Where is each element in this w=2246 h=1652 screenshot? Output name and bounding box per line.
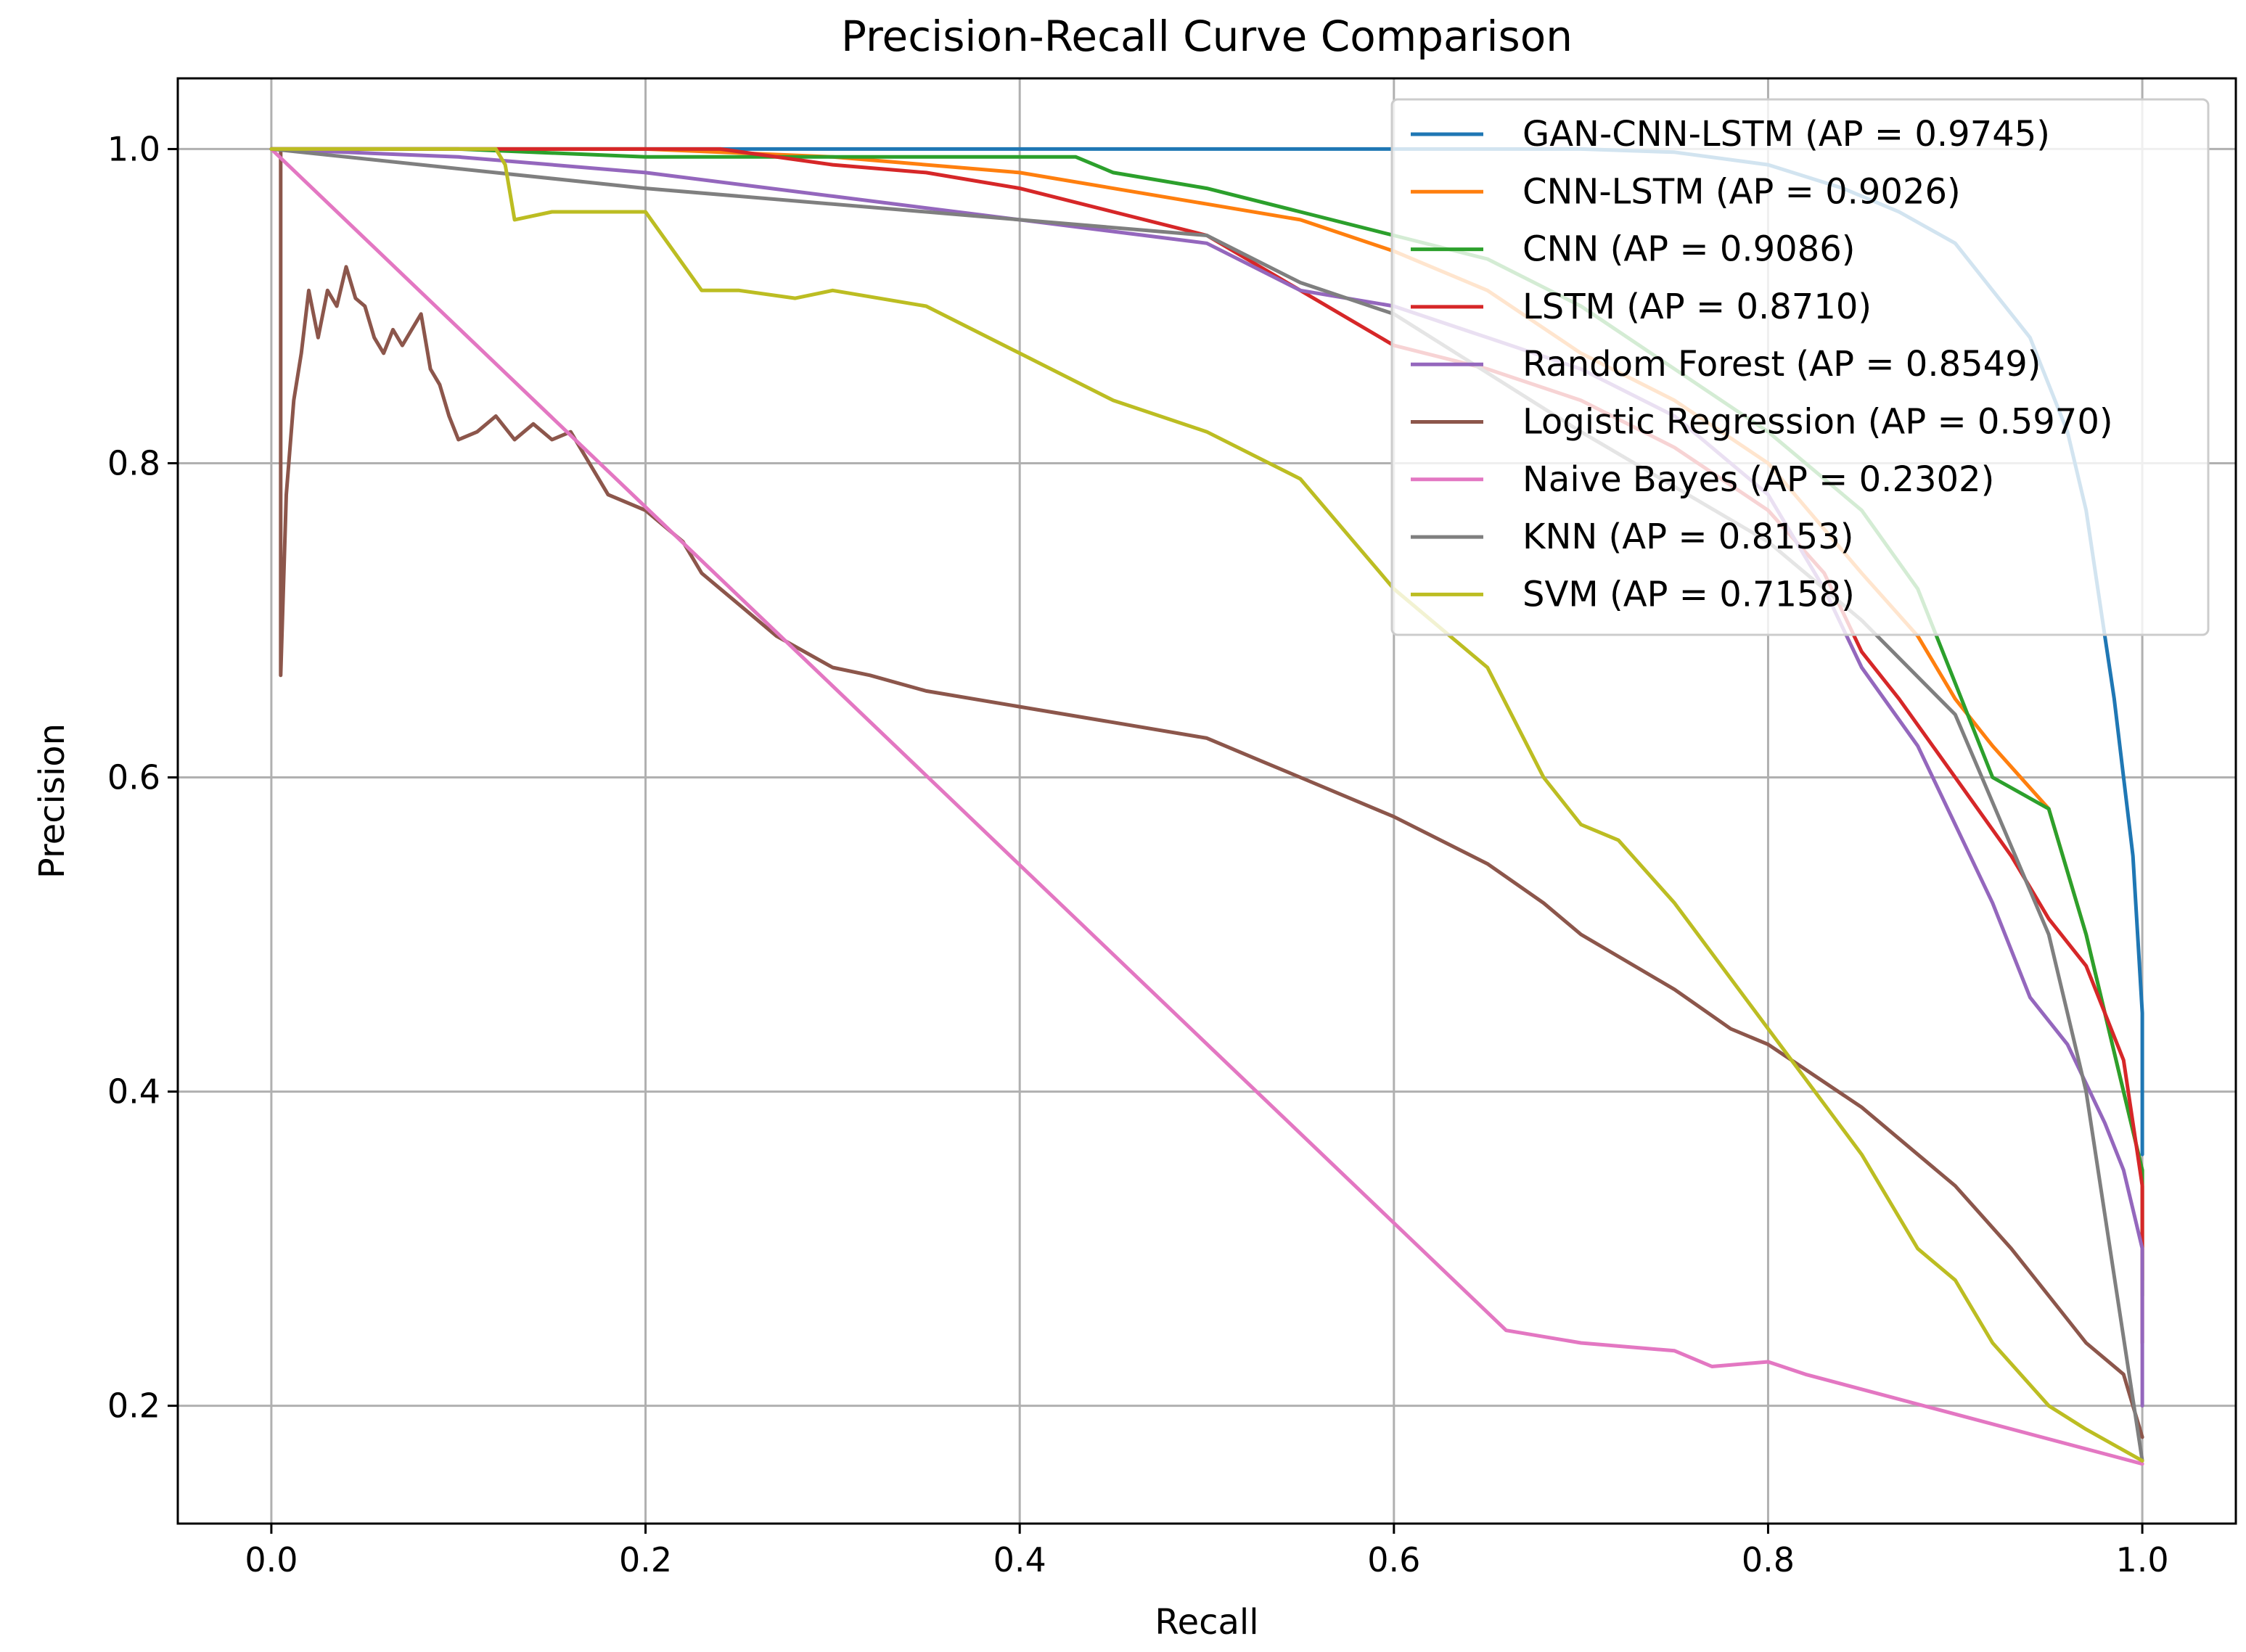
- x-tick-label: 0.4: [993, 1540, 1046, 1579]
- chart-title: Precision-Recall Curve Comparison: [841, 12, 1573, 61]
- x-axis-label: Recall: [1155, 1602, 1258, 1643]
- legend-box: [1390, 98, 2210, 636]
- y-tick-label: 0.8: [107, 443, 160, 482]
- axis-ticks: 0.0 0.2 0.4 0.6 0.8 1.0 0.2 0.4 0.6 0.8 1.0: [107, 129, 2169, 1579]
- y-tick-label: 1.0: [107, 129, 160, 168]
- legend-label: Naive Bayes (AP = 0.2302): [1522, 459, 1994, 500]
- series-line-6: [269, 147, 2144, 1466]
- legend-label: CNN-LSTM (AP = 0.9026): [1522, 171, 1961, 212]
- legend-label: Random Forest (AP = 0.8549): [1522, 344, 2041, 385]
- legend-label: Logistic Regression (AP = 0.5970): [1522, 402, 2113, 443]
- x-tick-label: 1.0: [2116, 1540, 2169, 1579]
- x-tick-label: 0.0: [245, 1540, 298, 1579]
- legend-label: KNN (AP = 0.8153): [1522, 517, 1853, 557]
- y-tick-label: 0.4: [107, 1072, 160, 1111]
- x-tick-label: 0.2: [619, 1540, 672, 1579]
- y-axis-label: Precision: [32, 723, 73, 879]
- y-tick-label: 0.2: [107, 1386, 160, 1426]
- y-tick-label: 0.6: [107, 758, 160, 797]
- legend-label: CNN (AP = 0.9086): [1522, 229, 1856, 270]
- legend-label: LSTM (AP = 0.8710): [1522, 287, 1872, 327]
- legend-label: GAN-CNN-LSTM (AP = 0.9745): [1522, 114, 2050, 155]
- series-line-5: [279, 150, 2144, 1439]
- legend: GAN-CNN-LSTM (AP = 0.9745) CNN-LSTM (AP =…: [1390, 98, 2210, 636]
- series-line-8: [269, 147, 2144, 1463]
- legend-label: SVM (AP = 0.7158): [1522, 574, 1855, 615]
- plot-frame: [176, 77, 2237, 1525]
- x-tick-label: 0.8: [1742, 1540, 1795, 1579]
- x-tick-label: 0.6: [1367, 1540, 1420, 1579]
